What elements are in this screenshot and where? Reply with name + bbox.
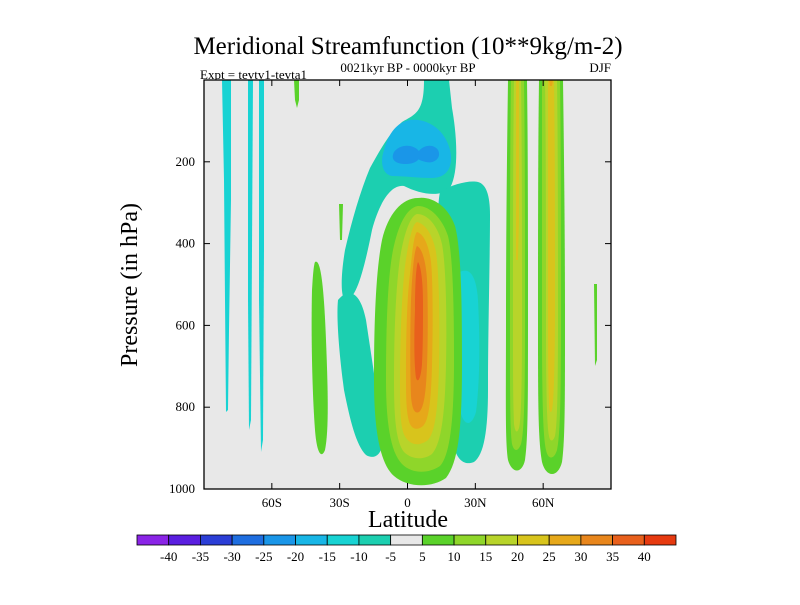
colorbar-label: 35 bbox=[606, 549, 619, 564]
x-tick-label: 60N bbox=[532, 495, 555, 510]
contour-tropical-35 bbox=[414, 262, 423, 381]
colorbar-box bbox=[580, 534, 613, 546]
colorbar-box bbox=[612, 534, 645, 546]
contour-band-50n-20 bbox=[516, 80, 519, 260]
contour-positive-40s bbox=[311, 261, 328, 455]
y-axis-label: Pressure (in hPa) bbox=[117, 203, 143, 367]
season-label: DJF bbox=[589, 60, 611, 75]
colorbar-box bbox=[485, 534, 518, 546]
colorbar-label: -25 bbox=[255, 549, 272, 564]
contour-negative-20s bbox=[337, 293, 383, 457]
colorbar-box bbox=[548, 534, 582, 546]
colorbar-box bbox=[295, 534, 328, 546]
colorbar-label: 40 bbox=[638, 549, 651, 564]
contour-streak-63s bbox=[248, 80, 253, 430]
colorbar-box bbox=[358, 534, 392, 546]
contour-streak-70s bbox=[222, 80, 231, 412]
contour-streak-52s bbox=[294, 80, 299, 108]
colorbar-label: -5 bbox=[385, 549, 396, 564]
colorbar-box bbox=[453, 534, 487, 546]
colorbar-label: 20 bbox=[511, 549, 524, 564]
contour-streak-60s bbox=[259, 80, 264, 452]
contour-streak-85n bbox=[594, 284, 597, 366]
colorbar-label: -30 bbox=[223, 549, 240, 564]
time-range-label: 0021kyr BP - 0000kyr BP bbox=[340, 60, 475, 75]
colorbar-label: 25 bbox=[543, 549, 556, 564]
colorbar-label: 15 bbox=[479, 549, 492, 564]
colorbar-box bbox=[136, 534, 170, 546]
colorbar-box bbox=[517, 534, 550, 546]
colorbar-label: -15 bbox=[319, 549, 336, 564]
colorbar-label: -20 bbox=[287, 549, 304, 564]
y-tick-label: 400 bbox=[176, 236, 196, 251]
colorbar-box bbox=[390, 534, 423, 546]
colorbar-label: -35 bbox=[192, 549, 209, 564]
colorbar-label: 30 bbox=[574, 549, 587, 564]
colorbar-box bbox=[168, 534, 201, 546]
y-tick-label: 600 bbox=[176, 317, 196, 332]
x-tick-label: 60S bbox=[262, 495, 282, 510]
colorbar-label: -10 bbox=[350, 549, 367, 564]
colorbar-box bbox=[263, 534, 296, 546]
y-tick-label: 800 bbox=[176, 399, 196, 414]
colorbar-box bbox=[231, 534, 265, 546]
colorbar-label: 10 bbox=[448, 549, 461, 564]
y-axis-ticks: 200 400 600 800 1000 bbox=[169, 154, 611, 496]
x-axis-label: Latitude bbox=[368, 507, 448, 533]
colorbar-box bbox=[200, 534, 233, 546]
colorbar-box bbox=[326, 534, 360, 546]
colorbar-label: 5 bbox=[419, 549, 426, 564]
y-tick-label: 200 bbox=[176, 154, 196, 169]
x-axis-ticks: 60S 30S 0 30N 60N bbox=[262, 80, 555, 510]
colorbar-box bbox=[643, 534, 677, 546]
y-tick-label: 1000 bbox=[169, 481, 195, 496]
contour-band-62n-cap bbox=[549, 80, 553, 86]
chart-title: Meridional Streamfunction (10**9kg/m-2) bbox=[193, 33, 622, 60]
contour-upper-negative-core bbox=[392, 145, 440, 164]
contour-fields bbox=[222, 80, 597, 486]
experiment-label: Expt = tevtv1-tevta1 bbox=[200, 67, 307, 82]
contour-band-62n-20 bbox=[548, 80, 555, 412]
colorbar-box bbox=[421, 534, 455, 546]
contour-thin-33s bbox=[339, 204, 343, 240]
x-tick-label: 0 bbox=[404, 495, 411, 510]
colorbar-label: -40 bbox=[160, 549, 177, 564]
x-tick-label: 30N bbox=[464, 495, 487, 510]
colorbar: -40 -35 -30 -25 -20 -15 -10 -5 5 10 15 20 25 30 35 40 bbox=[136, 534, 677, 564]
x-tick-label: 30S bbox=[330, 495, 350, 510]
